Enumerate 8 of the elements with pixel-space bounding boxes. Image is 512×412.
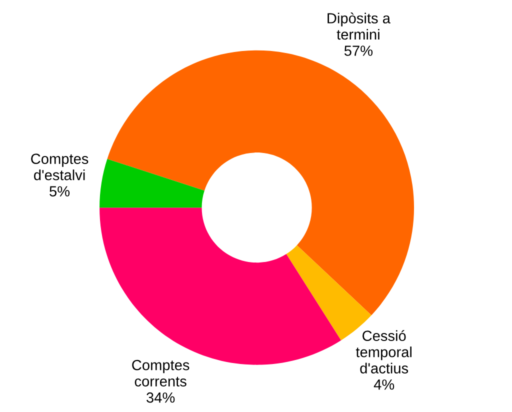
data-label: 34% [146,392,175,403]
slice-label: Comptes d'estalvi [31,154,88,180]
slice-label: Comptes corrents [132,360,190,386]
slice-label: Cessió temporal d'actius [356,330,412,374]
data-label: 4% [374,379,394,390]
data-label: 57% [344,46,373,56]
data-label: 5% [50,186,70,196]
slice-label: Dipòsits a termini [328,12,390,40]
